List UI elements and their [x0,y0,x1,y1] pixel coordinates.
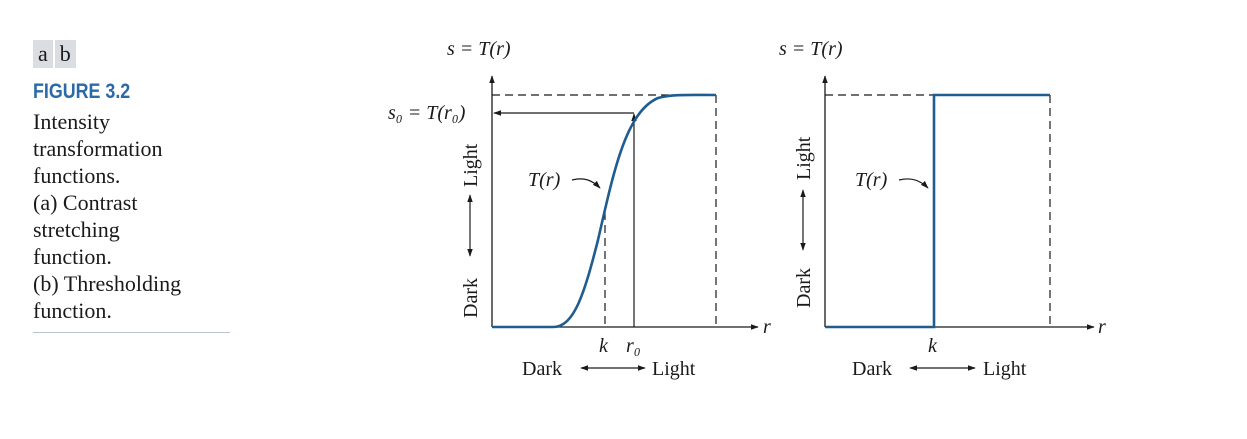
caption-line: transformation [33,136,163,161]
figure-label: FIGURE 3.2 [33,80,131,103]
panel-b-y-light-label: Light [793,136,815,180]
panel-b-curve-pointer [898,178,929,189]
panel-b-curve-label: T(r) [855,169,888,191]
panel-a-y-light-label: Light [460,143,482,187]
panel-b: T(r) s = T(r) r k Dark Light Dark Light [779,38,1106,380]
panel-a: T(r) s = T(r) s₀ = T(r₀) r k r₀ Dark Lig… [388,38,771,380]
figure-caption: Intensity transformation functions. (a) … [33,108,233,324]
panel-b-x-light-label: Light [983,358,1027,380]
panel-a-curve-label: T(r) [528,169,561,191]
caption-line: function. [33,244,112,269]
panel-a-tick-k: k [599,335,609,357]
panel-a-s0-label: s₀ = T(r₀) [388,102,466,124]
panel-b-x-dark-label: Dark [852,358,892,380]
caption-divider [33,332,230,333]
panel-a-contrast-curve [492,93,717,329]
caption-line: function. [33,298,112,323]
caption-line: (b) Thresholding [33,271,182,296]
caption-line: (a) Contrast [33,190,138,215]
panel-b-x-axis-symbol: r [1098,316,1106,338]
panel-tags: a b [33,40,78,68]
panel-a-y-dark-label: Dark [460,278,482,318]
panel-tag-b: b [54,40,76,68]
panel-b-y-axis-title: s = T(r) [779,38,843,60]
panel-a-x-axis-symbol: r [763,316,771,338]
panel-a-tick-r0: r₀ [626,335,641,357]
panel-b-tick-k: k [928,335,938,357]
panel-b-threshold-curve [825,93,1050,329]
panel-a-x-dark-label: Dark [522,358,562,380]
panel-a-y-axis-title: s = T(r) [447,38,511,60]
panel-b-y-dark-label: Dark [793,268,815,308]
panel-a-curve-pointer [571,178,601,189]
panel-tag-a: a [33,40,53,68]
caption-line: functions. [33,163,121,188]
caption-line: Intensity [33,109,110,134]
caption-line: stretching [33,217,120,242]
panel-a-x-light-label: Light [652,358,696,380]
